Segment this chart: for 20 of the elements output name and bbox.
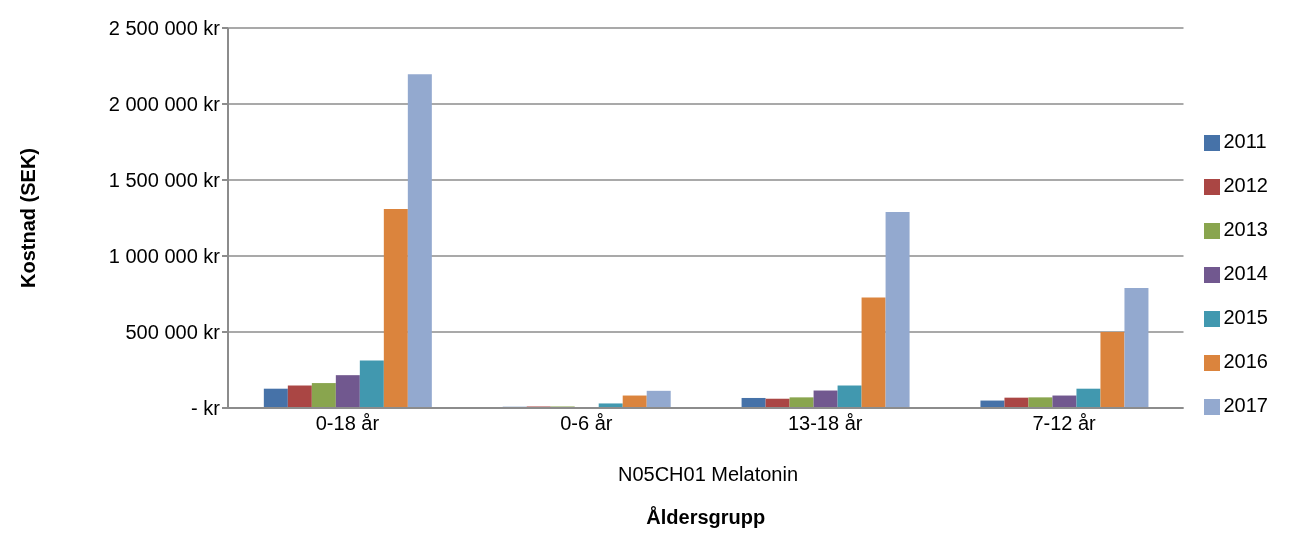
legend-label: 2015 bbox=[1223, 306, 1268, 328]
legend-label: 2013 bbox=[1223, 218, 1268, 240]
y-axis-title: Kostnad (SEK) bbox=[17, 148, 40, 288]
x-tick-label: 0-18 år bbox=[315, 412, 380, 435]
legend-label: 2017 bbox=[1223, 394, 1268, 416]
x-tick-label: 0-6 år bbox=[560, 412, 613, 435]
y-tick-label: 1 000 000 kr bbox=[108, 245, 221, 268]
legend-label: 2011 bbox=[1223, 130, 1267, 152]
x-tick-label: 13-18 år bbox=[787, 412, 863, 435]
y-tick-label: 2 000 000 kr bbox=[108, 93, 221, 116]
y-tick-label: 2 500 000 kr bbox=[108, 17, 221, 40]
x-axis-title: Åldersgrupp bbox=[646, 505, 766, 528]
y-tick-label: 500 000 kr bbox=[125, 321, 221, 344]
legend-label: 2016 bbox=[1223, 350, 1268, 372]
y-tick-label: 1 500 000 kr bbox=[108, 169, 221, 192]
y-tick-label: - kr bbox=[191, 397, 221, 420]
legend-label: 2014 bbox=[1223, 262, 1268, 284]
text: N05CH01 Melatonin bbox=[616, 463, 800, 486]
x-tick-label: 7-12 år bbox=[1032, 412, 1097, 435]
legend-label: 2012 bbox=[1223, 174, 1268, 196]
